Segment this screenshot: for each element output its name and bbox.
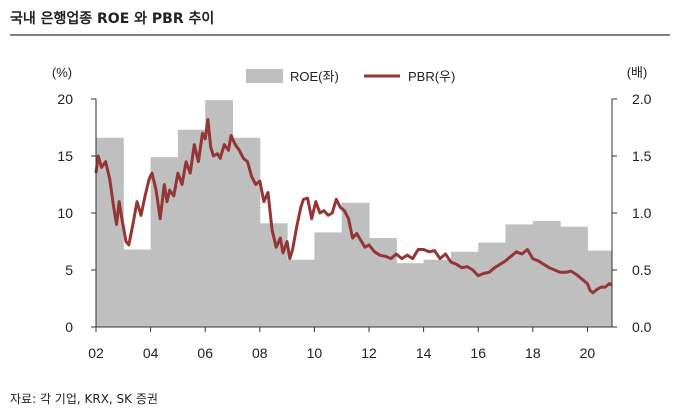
- x-tick-label: 20: [580, 345, 596, 361]
- x-tick-label: 06: [197, 345, 213, 361]
- left-tick-label: 5: [65, 262, 73, 278]
- left-tick-label: 0: [65, 319, 73, 335]
- x-tick-label: 04: [143, 345, 159, 361]
- x-tick-label: 16: [470, 345, 486, 361]
- axes: 0 5 10 15 20 0.0 0.5 1.0 1.5 2.0 02 04 06 08 10 12 14 16 1…: [57, 91, 651, 361]
- left-tick-label: 15: [57, 148, 73, 164]
- right-tick-label: 1.5: [632, 148, 652, 164]
- roe-pbr-chart: 0 5 10 15 20 0.0 0.5 1.0 1.5 2.0 02 04 06 08 10 12 14 16 1…: [52, 65, 652, 361]
- roe-bar-2014: [423, 259, 452, 327]
- roe-bar-2003: [123, 249, 152, 327]
- x-tick-label: 14: [416, 345, 432, 361]
- left-tick-label: 20: [57, 91, 73, 107]
- x-tick-label: 08: [252, 345, 268, 361]
- legend-roe-label: ROE(좌): [290, 69, 339, 84]
- chart-title: 국내 은행업종 ROE 와 PBR 추이: [10, 11, 215, 27]
- roe-bar-2017: [505, 224, 534, 327]
- x-tick-label: 18: [525, 345, 541, 361]
- right-tick-label: 2.0: [632, 91, 652, 107]
- left-tick-label: 10: [57, 205, 73, 221]
- pbr-line: [94, 118, 613, 295]
- x-tick-label: 02: [88, 345, 104, 361]
- roe-bar-2002: [96, 137, 124, 327]
- legend-pbr-label: PBR(우): [408, 69, 455, 84]
- title-divider: [10, 34, 670, 36]
- roe-bar-2011: [341, 202, 370, 327]
- right-tick-label: 0.5: [632, 262, 652, 278]
- x-tick-label: 10: [307, 345, 323, 361]
- right-axis-unit: (배): [627, 65, 648, 80]
- roe-bar-2009: [287, 259, 315, 327]
- source-note: 자료: 각 기업, KRX, SK 증권: [10, 392, 158, 406]
- roe-bar-2013: [396, 263, 425, 327]
- roe-bar-2007: [232, 137, 261, 327]
- right-tick-label: 0.0: [632, 319, 652, 335]
- roe-series: [96, 100, 613, 327]
- roe-bar-2010: [314, 232, 343, 327]
- left-axis-unit: (%): [52, 65, 72, 80]
- roe-bar-2019: [560, 226, 588, 327]
- x-tick-label: 12: [361, 345, 377, 361]
- legend: ROE(좌) PBR(우): [246, 69, 455, 84]
- right-tick-label: 1.0: [632, 205, 652, 221]
- legend-roe-swatch: [246, 69, 283, 83]
- roe-bar-2018: [532, 220, 561, 327]
- roe-bar-2016: [478, 242, 507, 327]
- pbr-series: [94, 118, 613, 295]
